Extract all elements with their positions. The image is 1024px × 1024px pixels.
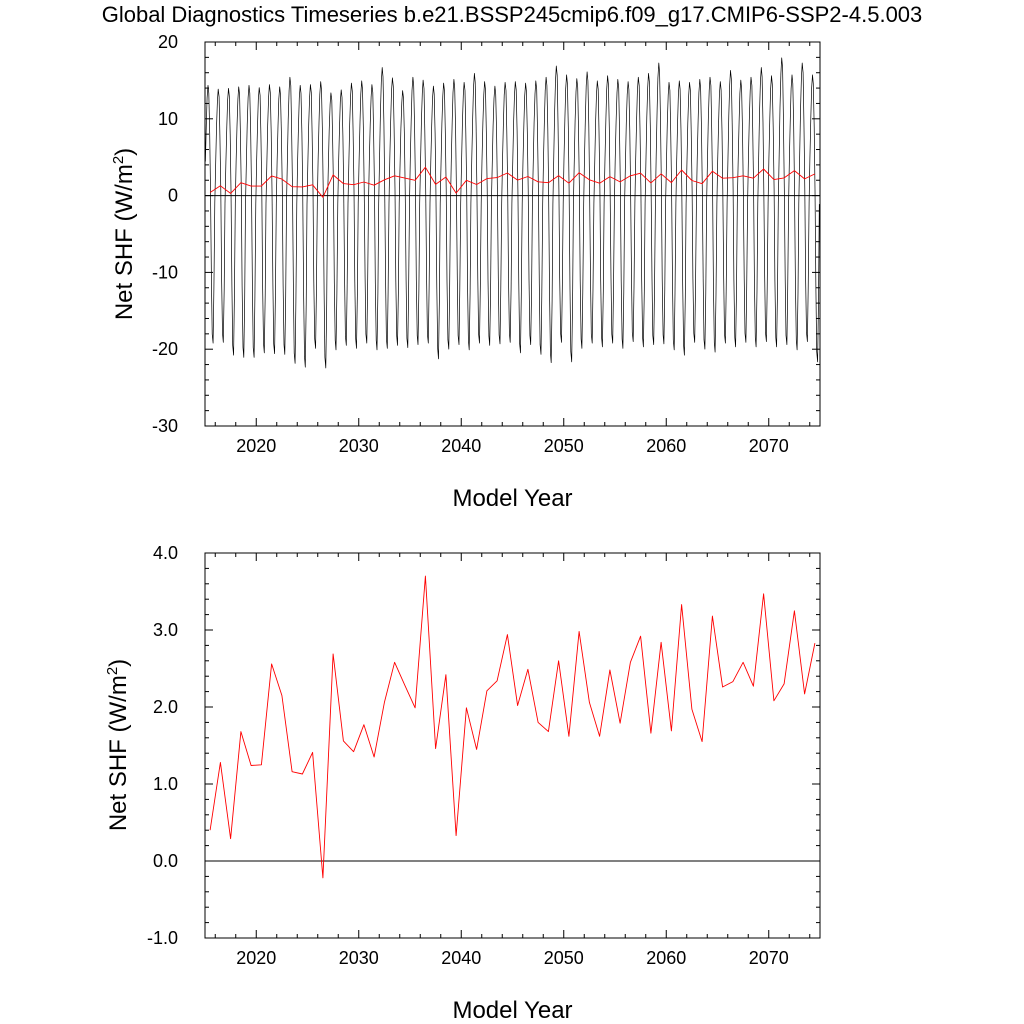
- x-tick-label: 2030: [339, 436, 379, 456]
- y-tick-label: -1.0: [147, 928, 178, 948]
- x-tick-label: 2030: [339, 948, 379, 968]
- y-axis-label-close: ): [105, 659, 132, 667]
- x-tick-label: 2070: [749, 948, 789, 968]
- y-tick-label: 10: [158, 109, 178, 129]
- x-tick-label: 2060: [646, 436, 686, 456]
- x-tick-label: 2070: [749, 436, 789, 456]
- y-tick-label: 1.0: [153, 774, 178, 794]
- x-tick-label: 2060: [646, 948, 686, 968]
- figure-title: Global Diagnostics Timeseries b.e21.BSSP…: [101, 2, 923, 27]
- chart-panel-1: 2020 2030 2040 2050 2060 2070 -30 -20 -10 0 10 20 Mo…: [110, 32, 821, 512]
- x-tick-label: 2050: [544, 436, 584, 456]
- y-tick-label: -30: [152, 416, 178, 436]
- y-tick-label: 0: [168, 186, 178, 206]
- y-axis-label-superscript: 2: [110, 156, 127, 164]
- annual-mean-series-line: [209, 575, 816, 879]
- y-tick-label: 0.0: [153, 851, 178, 871]
- y-axis-label: Net SHF (W/m2): [104, 659, 132, 831]
- x-tick-label: 2040: [441, 948, 481, 968]
- monthly-series-line: [205, 57, 820, 369]
- y-tick-label: 3.0: [153, 620, 178, 640]
- annual-mean-series-line: [209, 166, 816, 198]
- x-axis-label: Model Year: [452, 485, 572, 512]
- chart-panel-2: 2020 2030 2040 2050 2060 2070 -1.0 0.0 1.0 2.0 3.0…: [104, 543, 821, 1024]
- y-tick-label: -10: [152, 262, 178, 282]
- x-tick-label: 2040: [441, 436, 481, 456]
- x-axis-label: Model Year: [452, 997, 572, 1024]
- y-tick-label: 2.0: [153, 697, 178, 717]
- y-axis-label-superscript: 2: [104, 667, 121, 675]
- y-axis-label-main: Net SHF (W/m: [105, 675, 132, 831]
- y-tick-label: 4.0: [153, 543, 178, 563]
- plot-frame: [204, 41, 821, 427]
- y-tick-label: 20: [158, 32, 178, 52]
- y-axis-label: Net SHF (W/m2): [110, 148, 138, 320]
- plot-frame: [204, 552, 821, 939]
- x-tick-label: 2020: [236, 436, 276, 456]
- x-tick-label: 2020: [236, 948, 276, 968]
- y-axis-label-main: Net SHF (W/m: [111, 164, 138, 320]
- x-tick-label: 2050: [544, 948, 584, 968]
- y-axis-label-close: ): [111, 148, 138, 156]
- y-tick-label: -20: [152, 339, 178, 359]
